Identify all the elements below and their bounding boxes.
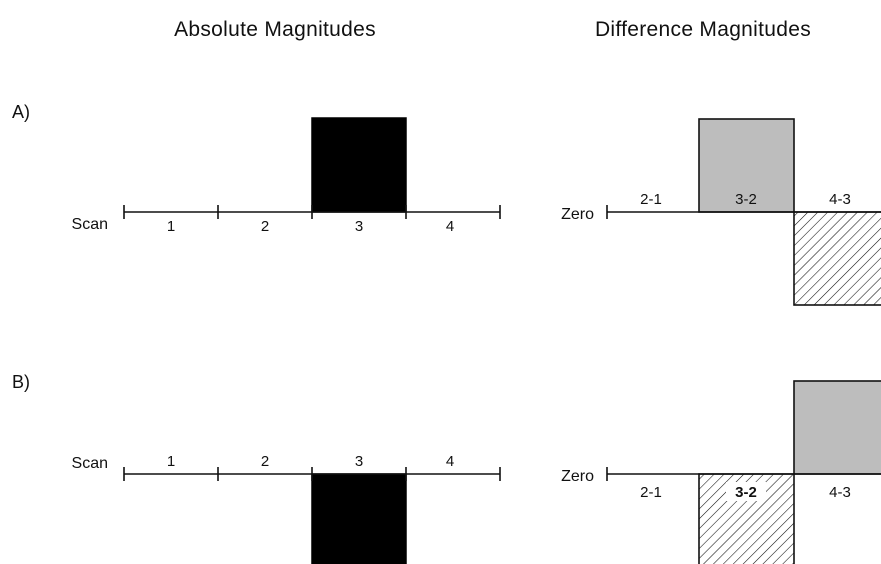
panel-a-scan-axis-ticks <box>123 205 501 219</box>
panel-b-scan-tick-4: 4 <box>446 453 454 470</box>
row-label-a: A) <box>12 102 30 122</box>
panel-a-scan-tick-4: 4 <box>446 218 454 235</box>
absolute-magnitudes-title: Absolute Magnitudes <box>174 18 376 41</box>
panel-b-scan-label: Scan <box>72 455 108 472</box>
panel-b-diff-tick-3-2: 3-2 <box>735 484 757 501</box>
panel-a-scan-tick-3: 3 <box>355 218 363 235</box>
panel-b-scan-tick-3: 3 <box>355 453 363 470</box>
difference-magnitudes-title: Difference Magnitudes <box>595 18 811 41</box>
panel-a-absolute-bar-scan-3 <box>311 117 407 213</box>
panel-a-diff-tick-3-2: 3-2 <box>735 191 757 208</box>
panel-b-difference-bar-4-3 <box>793 380 881 475</box>
panel-b-zero-label: Zero <box>561 468 594 485</box>
panel-a-difference-bar-4-3 <box>793 211 881 306</box>
panel-b-diff-tick-4-3: 4-3 <box>829 484 851 501</box>
panel-a-difference: Zero 2-1 3-2 4-3 <box>561 118 881 306</box>
panel-b-scan-tick-1: 1 <box>167 453 175 470</box>
row-label-b: B) <box>12 372 30 392</box>
panel-a-scan-tick-2: 2 <box>261 218 269 235</box>
panel-b-scan-tick-2: 2 <box>261 453 269 470</box>
panel-b-difference: Zero 2-1 3-2 4-3 <box>561 380 881 564</box>
panel-a-scan-label: Scan <box>72 216 108 233</box>
panel-a-diff-tick-2-1: 2-1 <box>640 191 662 208</box>
panel-b-absolute-bar-scan-3 <box>311 473 407 564</box>
panel-b-absolute: Scan 1 2 3 4 <box>72 453 501 564</box>
panel-b-diff-tick-2-1: 2-1 <box>640 484 662 501</box>
panel-b-scan-axis-ticks <box>123 467 501 481</box>
panel-a-zero-label: Zero <box>561 206 594 223</box>
panel-a-diff-tick-4-3: 4-3 <box>829 191 851 208</box>
panel-a-absolute: Scan 1 2 3 4 <box>72 117 501 235</box>
panel-a-scan-tick-1: 1 <box>167 218 175 235</box>
panel-b-diff-tick-3-2-backdrop <box>726 482 766 501</box>
